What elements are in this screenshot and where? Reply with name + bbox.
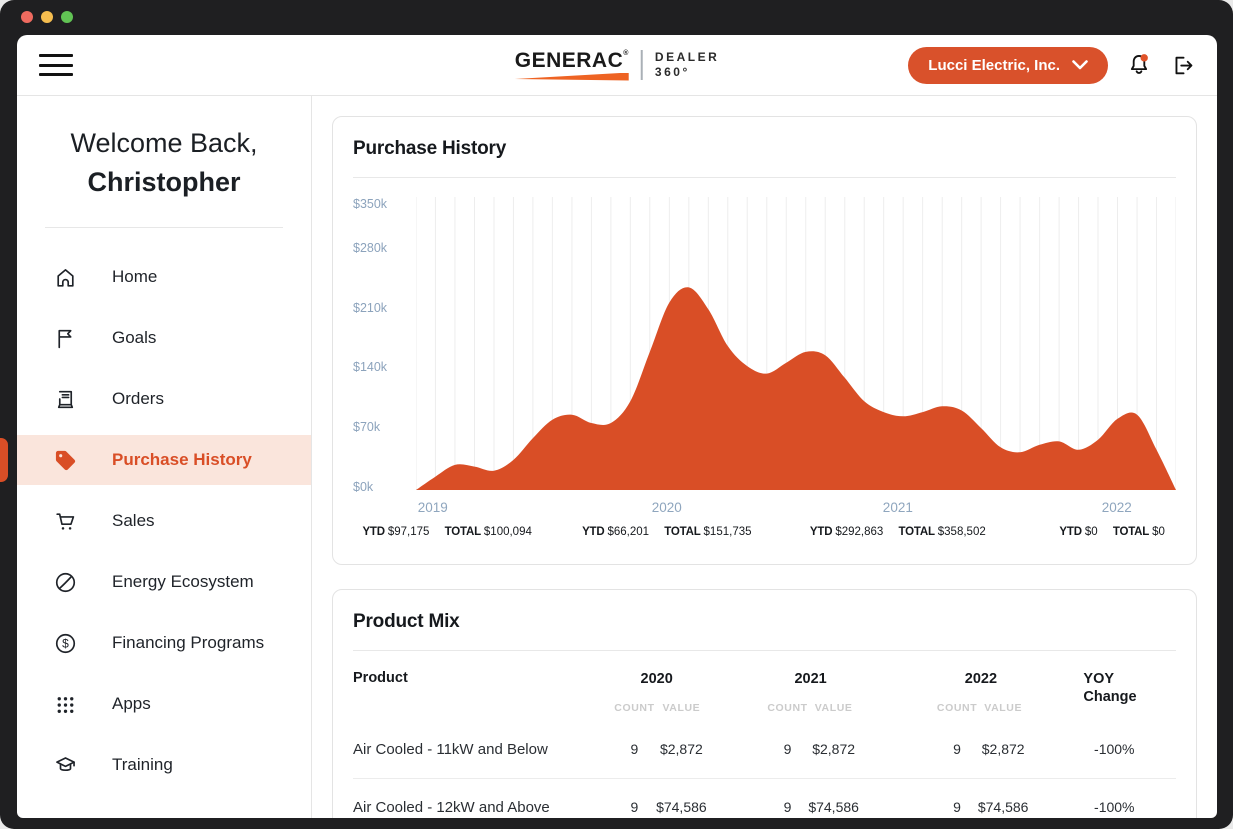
- year-summary-2022: YTD $0 TOTAL $0: [1059, 526, 1165, 538]
- sidebar-item-training[interactable]: Training: [17, 740, 311, 790]
- sidebar-item-apps[interactable]: Apps: [17, 679, 311, 729]
- dealer360-wordmark: DEALER 360°: [654, 50, 720, 79]
- notification-badge-dot: [1140, 54, 1148, 62]
- card-divider: [353, 650, 1176, 651]
- generac-dealer360-logo: GENERAC® DEALER 360°: [514, 50, 720, 81]
- tag-icon: [55, 450, 76, 470]
- sidebar-item-orders[interactable]: Orders: [17, 374, 311, 424]
- sidebar-item-goals[interactable]: Goals: [17, 313, 311, 363]
- minimize-window-button[interactable]: [41, 11, 53, 23]
- app-header: GENERAC® DEALER 360° Lucci Electric, Inc…: [17, 35, 1217, 96]
- sidebar-item-purchase-history[interactable]: Purchase History: [0, 435, 311, 486]
- logo-swoosh: [514, 72, 629, 81]
- purchase-history-area-chart: [416, 197, 1176, 490]
- chart-x-axis: 2019 2020 2021 2022: [417, 500, 1132, 515]
- home-icon: [57, 268, 74, 287]
- leaf-icon: [55, 572, 76, 592]
- main-content: Purchase History $350k $280k $210k $140k…: [312, 96, 1217, 818]
- bell-icon: [1130, 54, 1148, 74]
- dollar-circle-icon: $: [55, 633, 76, 653]
- receipt-icon: [57, 390, 74, 408]
- year-summary-2019: YTD $97,175 TOTAL $100,094: [362, 526, 532, 538]
- table-row: Air Cooled - 12kW and Above 9 $74,586 9 …: [353, 778, 1176, 818]
- chevron-down-icon: [1072, 60, 1088, 70]
- account-name: Lucci Electric, Inc.: [928, 56, 1060, 74]
- sidebar-item-sales[interactable]: Sales: [17, 496, 311, 546]
- welcome-message: Welcome Back, Christopher: [70, 128, 258, 198]
- app-content: GENERAC® DEALER 360° Lucci Electric, Inc…: [0, 35, 1217, 818]
- sidebar-item-home[interactable]: Home: [17, 252, 311, 302]
- year-summary-2021: YTD $292,863 TOTAL $358,502: [809, 526, 986, 538]
- menu-icon[interactable]: [39, 54, 73, 76]
- product-mix-title: Product Mix: [353, 611, 460, 632]
- notifications-button[interactable]: [1126, 52, 1152, 78]
- table-header-row: Product 2020 2021 2022 YOY Change: [353, 670, 1137, 705]
- sidebar-item-financing-programs[interactable]: $ Financing Programs: [17, 618, 311, 668]
- table-row: Air Cooled - 11kW and Below 9 $2,872 9 $…: [353, 740, 1135, 758]
- purchase-history-title: Purchase History: [353, 138, 507, 159]
- svg-text:$: $: [62, 636, 69, 650]
- apps-grid-icon: [57, 696, 74, 713]
- graduation-cap-icon: [56, 756, 75, 771]
- purchase-history-card: Purchase History $350k $280k $210k $140k…: [332, 116, 1197, 565]
- product-mix-table: Product 2020 2021 2022 YOY Change COUNT …: [333, 664, 1196, 818]
- product-mix-card: Product Mix Product 2020 2021 2022 YOY C…: [332, 589, 1197, 818]
- logout-button[interactable]: [1170, 53, 1195, 78]
- purchase-history-chart: $350k $280k $210k $140k $70k $0k: [353, 197, 1176, 495]
- generac-wordmark: GENERAC®: [514, 50, 629, 81]
- window-controls: [21, 11, 73, 23]
- logo-divider: [640, 50, 643, 80]
- sidebar-divider: [45, 227, 283, 229]
- table-subheader-row: COUNT VALUE COUNT VALUE COUNT VALUE: [614, 701, 1023, 714]
- zoom-window-button[interactable]: [61, 11, 73, 23]
- year-summary-row: YTD $97,175 TOTAL $100,094 YTD $66,201 TOTA…: [362, 524, 1176, 550]
- flag-icon: [58, 329, 72, 348]
- cart-icon: [56, 513, 75, 530]
- logout-icon: [1175, 56, 1193, 74]
- card-divider: [353, 177, 1176, 178]
- chart-y-axis: $350k $280k $210k $140k $70k $0k: [353, 197, 388, 495]
- account-dropdown-button[interactable]: Lucci Electric, Inc.: [908, 46, 1108, 84]
- sidebar: Welcome Back, Christopher Home Goals: [0, 96, 312, 818]
- close-window-button[interactable]: [21, 11, 33, 23]
- sidebar-item-energy-ecosystem[interactable]: Energy Ecosystem: [17, 557, 311, 607]
- year-summary-2020: YTD $66,201 TOTAL $151,735: [582, 526, 752, 538]
